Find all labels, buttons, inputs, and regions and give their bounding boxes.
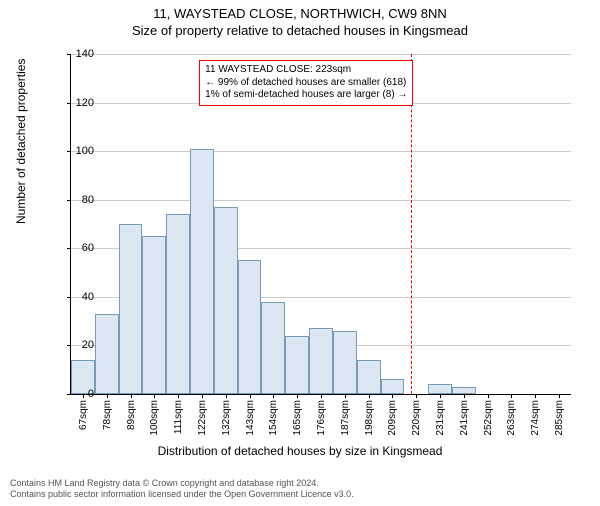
- histogram-bar: [238, 260, 262, 394]
- histogram-bar: [428, 384, 452, 394]
- xtick-label: 209sqm: [387, 400, 398, 436]
- xtick-label: 100sqm: [149, 400, 160, 436]
- gridline: [71, 54, 571, 55]
- xtick-label: 263sqm: [506, 400, 517, 436]
- gridline: [71, 200, 571, 201]
- xtick-label: 231sqm: [435, 400, 446, 436]
- ytick-label: 120: [64, 97, 94, 109]
- xtick-mark: [202, 394, 203, 398]
- histogram-bar: [452, 387, 476, 394]
- xtick-label: 132sqm: [221, 400, 232, 436]
- xtick-mark: [488, 394, 489, 398]
- xtick-label: 220sqm: [411, 400, 422, 436]
- xtick-mark: [226, 394, 227, 398]
- footer-line-1: Contains HM Land Registry data © Crown c…: [10, 478, 354, 489]
- histogram-bar: [142, 236, 166, 394]
- xtick-mark: [154, 394, 155, 398]
- xtick-mark: [369, 394, 370, 398]
- histogram-bar: [285, 336, 309, 394]
- xtick-mark: [178, 394, 179, 398]
- xtick-label: 165sqm: [292, 400, 303, 436]
- footer-attribution: Contains HM Land Registry data © Crown c…: [10, 478, 354, 501]
- xtick-label: 67sqm: [78, 400, 89, 430]
- ytick-label: 20: [64, 339, 94, 351]
- annotation-line: 1% of semi-detached houses are larger (8…: [205, 89, 407, 102]
- xtick-label: 252sqm: [483, 400, 494, 436]
- xtick-mark: [345, 394, 346, 398]
- ytick-label: 0: [64, 388, 94, 400]
- xtick-label: 241sqm: [459, 400, 470, 436]
- annotation-line: 11 WAYSTEAD CLOSE: 223sqm: [205, 64, 407, 77]
- histogram-bar: [190, 149, 214, 394]
- x-axis-label: Distribution of detached houses by size …: [0, 444, 600, 458]
- xtick-mark: [250, 394, 251, 398]
- xtick-mark: [464, 394, 465, 398]
- histogram-bar: [261, 302, 285, 394]
- ytick-label: 100: [64, 145, 94, 157]
- xtick-label: 78sqm: [102, 400, 113, 430]
- ytick-label: 40: [64, 291, 94, 303]
- gridline: [71, 151, 571, 152]
- ytick-label: 140: [64, 48, 94, 60]
- y-axis-label: Number of detached properties: [14, 59, 28, 224]
- xtick-label: 274sqm: [530, 400, 541, 436]
- histogram-bar: [357, 360, 381, 394]
- histogram-bar: [119, 224, 143, 394]
- xtick-mark: [559, 394, 560, 398]
- footer-line-2: Contains public sector information licen…: [10, 489, 354, 500]
- xtick-label: 198sqm: [364, 400, 375, 436]
- chart-title-main: 11, WAYSTEAD CLOSE, NORTHWICH, CW9 8NN: [0, 6, 600, 21]
- xtick-mark: [511, 394, 512, 398]
- ytick-label: 80: [64, 194, 94, 206]
- histogram-bar: [333, 331, 357, 394]
- xtick-mark: [321, 394, 322, 398]
- xtick-label: 122sqm: [197, 400, 208, 436]
- xtick-mark: [416, 394, 417, 398]
- ytick-label: 60: [64, 242, 94, 254]
- histogram-bar: [95, 314, 119, 394]
- xtick-label: 111sqm: [173, 400, 184, 434]
- xtick-mark: [273, 394, 274, 398]
- histogram-bar: [166, 214, 190, 394]
- xtick-label: 176sqm: [316, 400, 327, 436]
- xtick-mark: [440, 394, 441, 398]
- xtick-mark: [131, 394, 132, 398]
- xtick-label: 187sqm: [340, 400, 351, 436]
- histogram-bar: [381, 379, 405, 394]
- xtick-mark: [392, 394, 393, 398]
- xtick-mark: [107, 394, 108, 398]
- xtick-mark: [535, 394, 536, 398]
- xtick-label: 285sqm: [554, 400, 565, 436]
- xtick-label: 89sqm: [126, 400, 137, 430]
- annotation-line: ← 99% of detached houses are smaller (61…: [205, 77, 407, 90]
- chart-title-sub: Size of property relative to detached ho…: [0, 23, 600, 38]
- histogram-bar: [309, 328, 333, 394]
- xtick-label: 143sqm: [245, 400, 256, 436]
- annotation-box: 11 WAYSTEAD CLOSE: 223sqm← 99% of detach…: [199, 60, 413, 106]
- xtick-label: 154sqm: [268, 400, 279, 436]
- histogram-bar: [214, 207, 238, 394]
- xtick-mark: [297, 394, 298, 398]
